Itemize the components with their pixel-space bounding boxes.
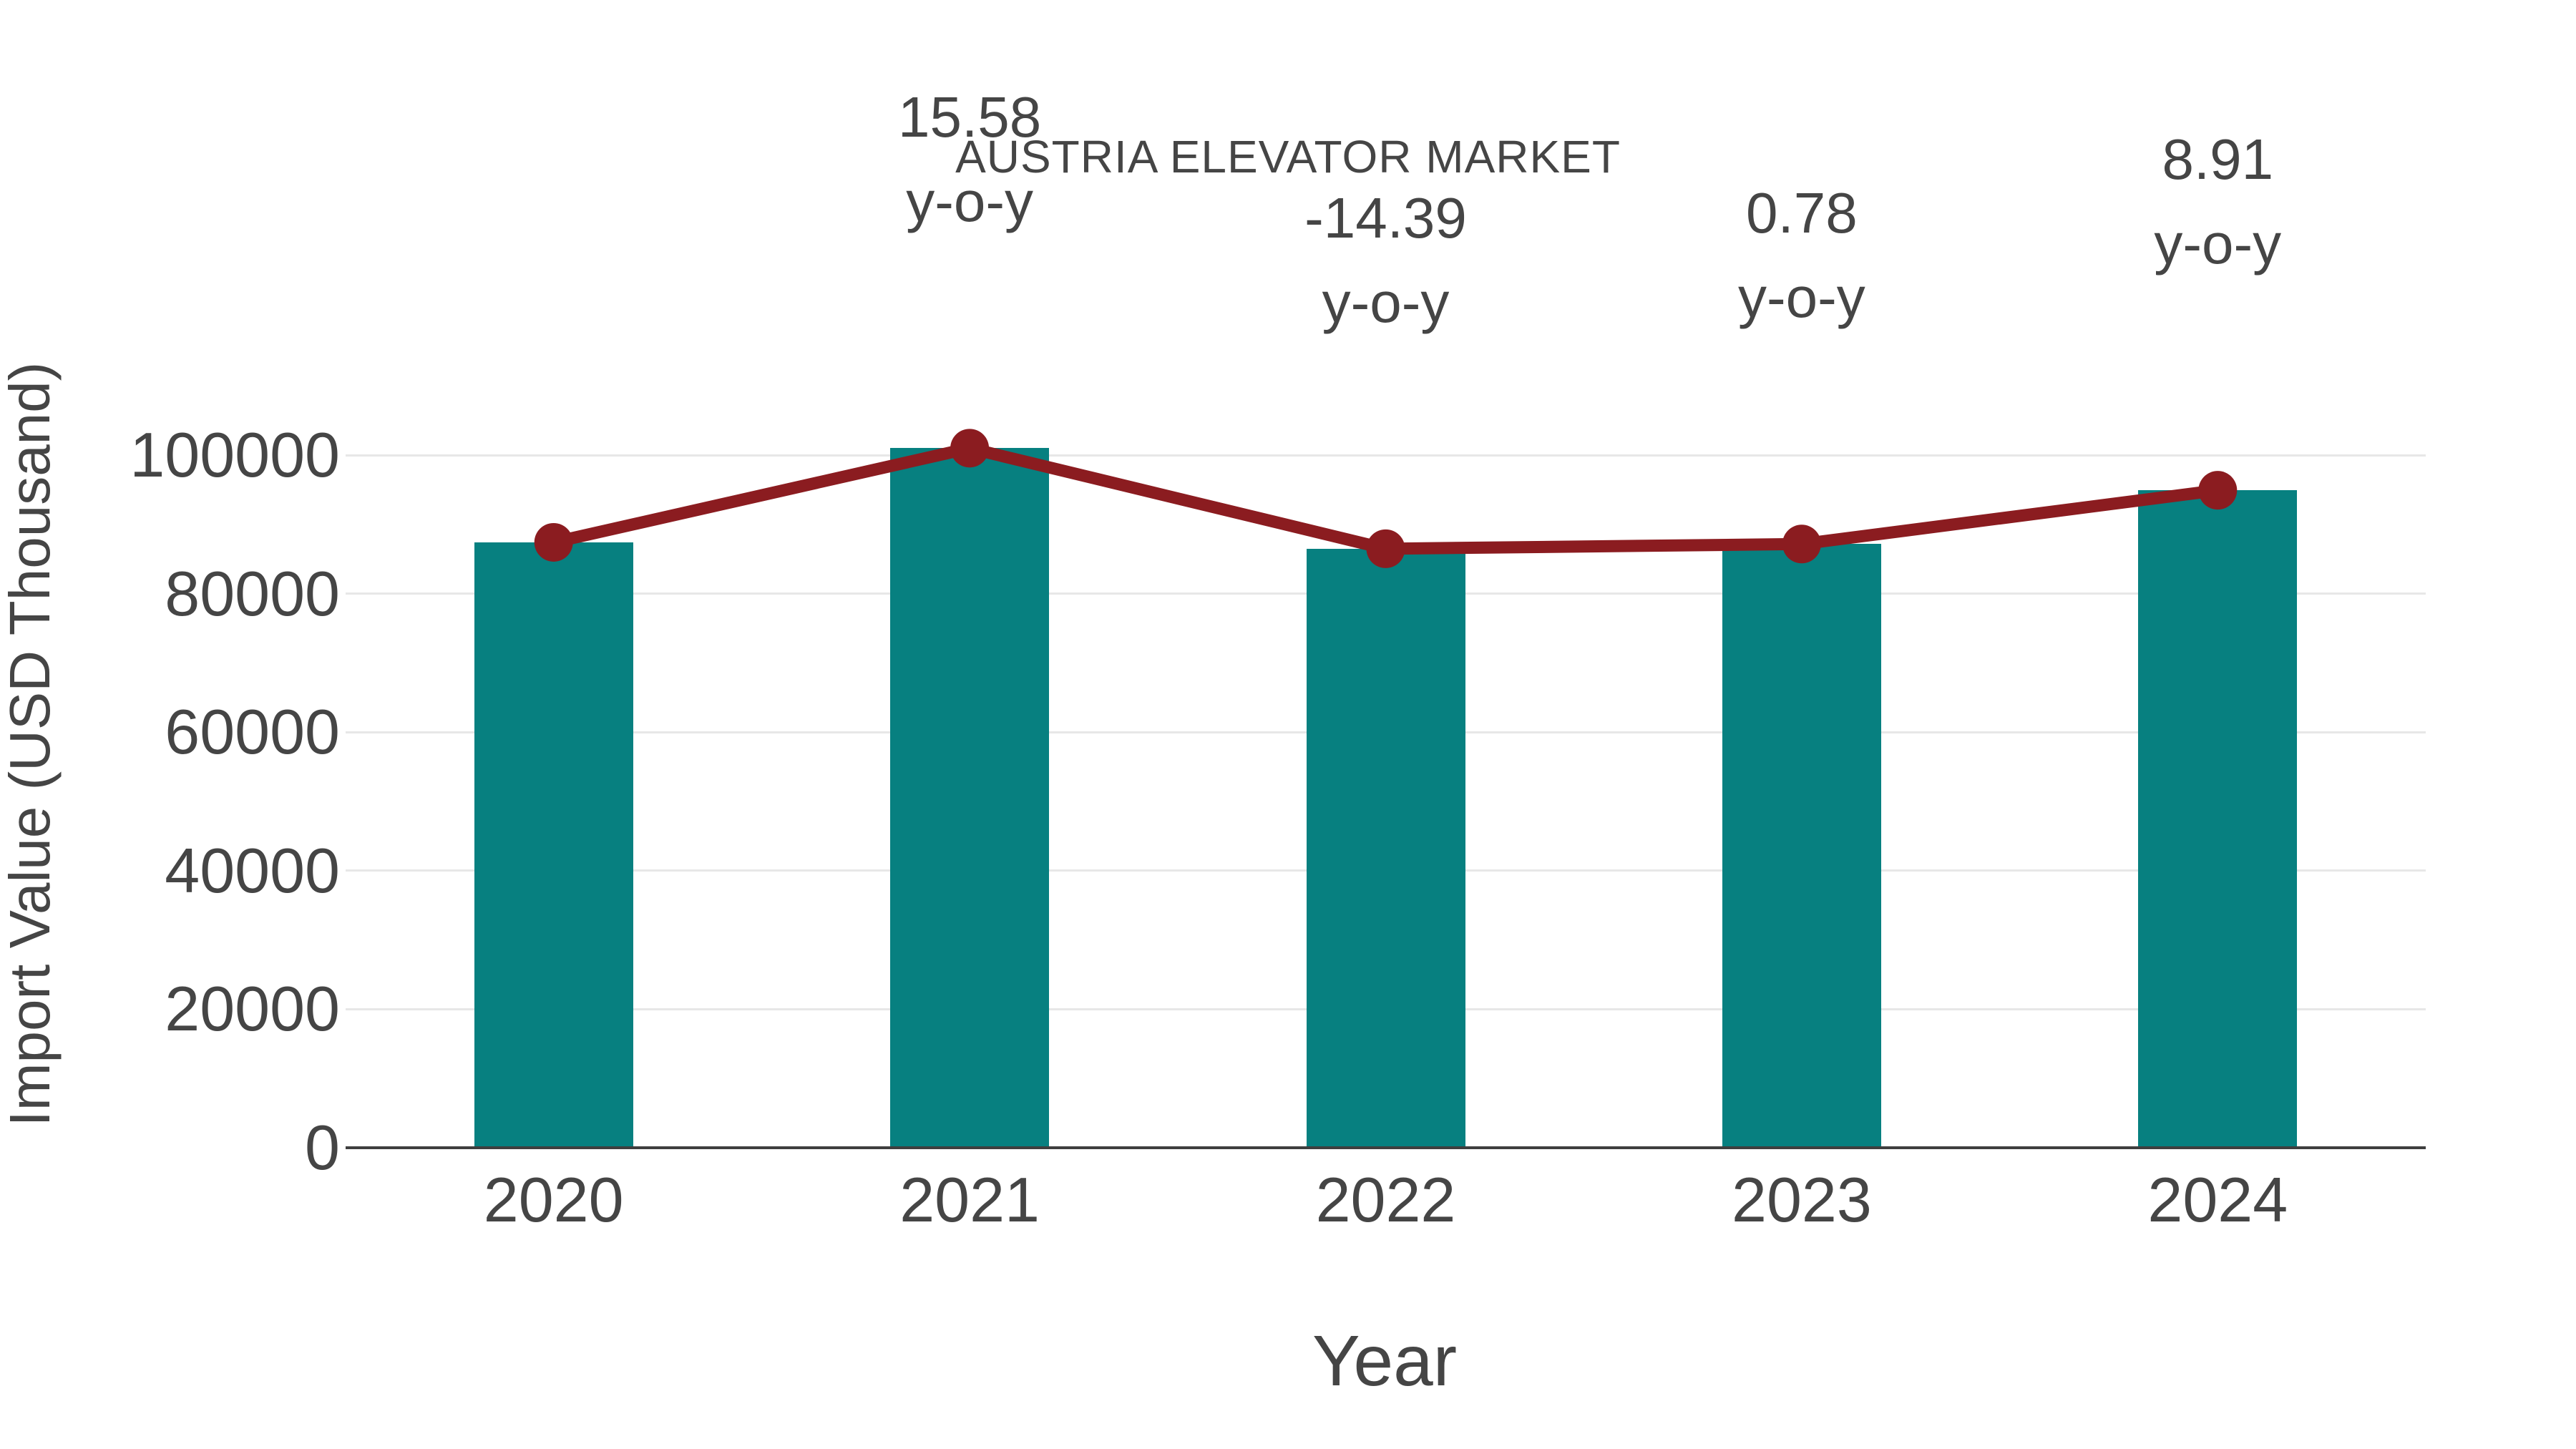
bar-2021	[890, 448, 1050, 1148]
data-point-marker-2022	[1366, 529, 1405, 568]
yoy-annotation-2024: 8.91 y-o-y	[2003, 117, 2432, 286]
yoy-value: 15.58	[897, 85, 1042, 150]
bar-2020	[474, 542, 633, 1148]
data-point-marker-2020	[534, 522, 573, 562]
yoy-annotation-2021: 15.58 y-o-y	[755, 75, 1184, 244]
yoy-suffix: y-o-y	[1738, 265, 1865, 330]
yoy-annotation-2022: -14.39 y-o-y	[1171, 176, 1601, 345]
data-point-marker-2023	[1782, 525, 1821, 564]
x-axis-title: Year	[1312, 1321, 1458, 1401]
yoy-value: -14.39	[1304, 185, 1467, 250]
x-axis-line	[346, 1146, 2426, 1149]
yoy-suffix: y-o-y	[906, 170, 1033, 234]
bar-2022	[1306, 548, 1465, 1148]
y-tick-label-20000: 20000	[165, 973, 340, 1045]
chart-title: AUSTRIA ELEVATOR MARKET	[955, 131, 1621, 182]
x-tick-label-2024: 2024	[2147, 1164, 2288, 1235]
data-point-marker-2024	[2198, 471, 2238, 510]
yoy-annotation-2023: 0.78 y-o-y	[1587, 171, 2016, 340]
yoy-value: 8.91	[2162, 127, 2274, 192]
y-tick-label-40000: 40000	[165, 834, 340, 906]
bar-2024	[2138, 490, 2298, 1148]
x-tick-label-2023: 2023	[1732, 1164, 1872, 1235]
yoy-suffix: y-o-y	[2154, 212, 2282, 276]
y-tick-label-60000: 60000	[165, 696, 340, 768]
yoy-suffix: y-o-y	[1322, 270, 1450, 334]
yoy-value: 0.78	[1746, 181, 1858, 245]
y-gridline	[346, 454, 2426, 457]
y-tick-label-100000: 100000	[130, 419, 340, 490]
x-tick-label-2021: 2021	[899, 1164, 1040, 1235]
y-tick-label-80000: 80000	[165, 557, 340, 629]
x-tick-label-2020: 2020	[483, 1164, 624, 1235]
y-tick-label-0: 0	[305, 1112, 340, 1183]
bar-2023	[1722, 544, 1881, 1148]
x-tick-label-2022: 2022	[1315, 1164, 1456, 1235]
y-axis-title: Import Value (USD Thousand)	[0, 361, 62, 1127]
data-point-marker-2021	[950, 429, 990, 468]
